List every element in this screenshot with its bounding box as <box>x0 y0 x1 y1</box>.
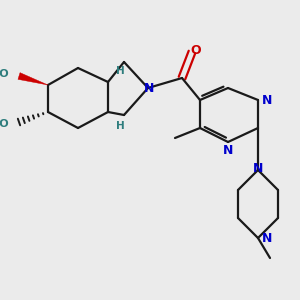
Text: N: N <box>262 232 272 244</box>
Polygon shape <box>18 73 48 85</box>
Text: HO: HO <box>0 119 9 129</box>
Text: N: N <box>253 163 263 176</box>
Text: HO: HO <box>0 69 9 79</box>
Text: N: N <box>262 94 272 106</box>
Text: N: N <box>144 82 154 94</box>
Text: O: O <box>191 44 201 56</box>
Text: H: H <box>116 121 125 131</box>
Text: N: N <box>223 145 233 158</box>
Text: H: H <box>116 66 125 76</box>
